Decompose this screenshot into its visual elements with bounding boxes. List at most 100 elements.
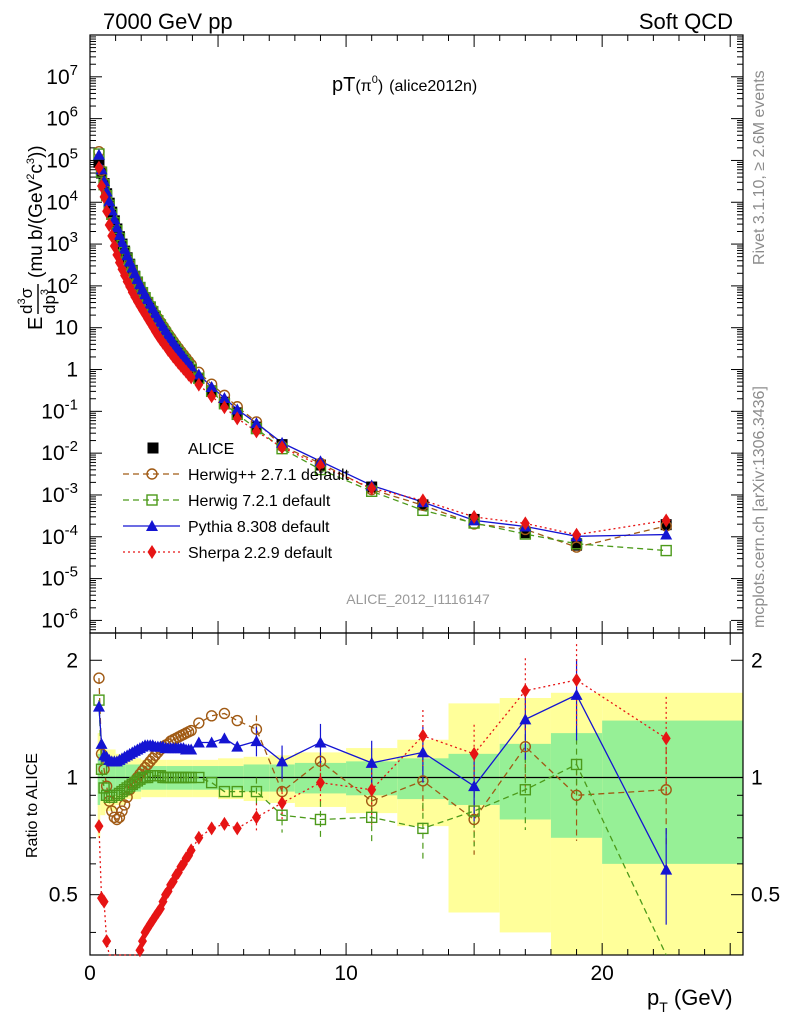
sherpa-ratio-point: [102, 934, 112, 949]
legend-sherpa-marker: [147, 545, 157, 559]
herwig-ratio-point: [314, 813, 327, 826]
ratio-stat-band: [100, 756, 106, 802]
herwig-ratio-point: [570, 758, 583, 771]
ratio-tick-label-right: 0.5: [751, 884, 780, 907]
sherpa-main-point: [104, 218, 114, 233]
sherpa-main-point: [194, 377, 204, 392]
y-tick-label: 10-2: [41, 438, 78, 465]
herwig-ratio-point: [276, 809, 288, 821]
pythia-main-point: [250, 417, 263, 429]
pythia-ratio-point: [416, 746, 429, 758]
legend-pythia-marker: [146, 520, 158, 531]
ratio-tick-label-right: 1: [751, 766, 763, 789]
sherpa-ratio-point: [232, 821, 242, 836]
sherpa-main-point: [186, 370, 196, 385]
pythia-ratio-point: [570, 688, 583, 700]
pythia-ratio-point: [250, 735, 263, 747]
sherpa-ratio-point: [418, 728, 428, 743]
legend-pythia-label: Pythia 8.308 default: [188, 519, 330, 536]
sherpa-main-point: [97, 178, 107, 193]
y-tick-label: 102: [46, 271, 78, 298]
pythia-ratio-point: [276, 755, 289, 767]
pythia-ratio-point: [660, 863, 673, 875]
ratio-stat-band: [105, 758, 116, 800]
herwig-ratio-point: [185, 771, 197, 784]
sherpa-main-point: [315, 458, 325, 473]
herwig-ratio-point: [113, 811, 126, 824]
pythia-main-point: [218, 392, 231, 404]
herwig-ratio-point: [193, 771, 205, 784]
main-plot-frame: [89, 34, 744, 634]
ratio-tick-label: 1: [66, 766, 78, 789]
pythia-ratio-point: [92, 700, 105, 712]
sherpa-main-point: [207, 389, 217, 404]
sherpa-main-point: [251, 424, 261, 439]
pythia-main-point: [92, 148, 105, 160]
ratio-stat-band: [602, 720, 743, 864]
herwig-ratio-point: [108, 811, 121, 824]
ratio-axis-title: Ratio to ALICE: [24, 753, 41, 858]
y-tick-label: 10-1: [41, 396, 78, 423]
sherpa-ratio-point: [315, 775, 325, 790]
pythia-ratio-point: [185, 743, 198, 755]
sherpa-main-point: [520, 516, 530, 531]
pythia-ratio-point: [95, 737, 108, 749]
sherpa-ratio-point: [277, 795, 287, 810]
y-tick-label: 1: [66, 359, 78, 382]
sherpa-main-point: [122, 274, 132, 289]
y-tick-label: 10-4: [41, 522, 78, 549]
herwig-ratio-point: [231, 714, 243, 727]
herwig-ratio-point: [250, 723, 263, 735]
herwig-ratio-point: [193, 717, 205, 729]
legend-herwig-marker: [146, 468, 158, 480]
herwig-ratio-point: [519, 740, 532, 753]
y-tick-label: 107: [46, 62, 78, 89]
process-label: Soft QCD: [639, 9, 733, 34]
pythia-ratio-point: [192, 736, 205, 748]
x-axis-title: pT (GeV): [647, 985, 733, 1015]
sherpa-ratio-point: [367, 782, 377, 797]
y-tick-label: 105: [46, 145, 78, 172]
sherpa-ratio-point: [520, 683, 530, 698]
sherpa-main-point: [572, 527, 582, 542]
herwig-ratio-point: [660, 784, 672, 796]
sherpa-ratio-point: [469, 746, 479, 761]
sherpa-main-point: [469, 509, 479, 524]
herwig-ratio-point: [100, 780, 113, 792]
herwig-ratio-point: [468, 805, 480, 817]
pythia-ratio-point: [314, 736, 327, 748]
pythia-ratio-point: [519, 713, 532, 725]
herwig-ratio-point: [417, 822, 429, 835]
svg-text:E: E: [25, 317, 47, 330]
y-tick-label: 104: [46, 187, 78, 214]
herwig-ratio-point: [95, 763, 108, 775]
sherpa-main-point: [107, 228, 117, 243]
svg-text:(mu b/(GeV2c3)): (mu b/(GeV2c3)): [25, 145, 47, 278]
pythia-ratio-point: [218, 732, 231, 744]
legend-herwig-label: Herwig 7.2.1 default: [188, 493, 331, 510]
sherpa-ratio-line: [98, 679, 667, 956]
herwig-ratio-point: [205, 776, 218, 789]
svg-text:dp3: dp3: [39, 289, 59, 314]
legend-herwig-marker: [146, 494, 158, 506]
x-tick-label: 10: [334, 962, 357, 985]
sherpa-ratio-point: [186, 843, 196, 858]
ratio-plot-frame: [89, 632, 744, 956]
pythia-main-point: [110, 221, 123, 233]
mcplots-label: mcplots.cern.ch [arXiv:1306.3436]: [751, 386, 768, 628]
pythia-ratio-point: [205, 736, 218, 748]
analysis-watermark: ALICE_2012_I1116147: [346, 591, 490, 607]
herwig-ratio-point: [93, 672, 105, 684]
sherpa-ratio-point: [99, 894, 109, 909]
sherpa-ratio-point: [207, 821, 217, 836]
sherpa-ratio-point: [194, 830, 204, 845]
pythia-ratio-point: [468, 780, 481, 792]
legend-alice-label: ALICE: [188, 441, 234, 458]
pythia-main-point: [192, 368, 205, 380]
pythia-main-point: [103, 195, 116, 207]
alice-data-point: [519, 527, 531, 539]
herwig-ratio-point: [468, 813, 480, 826]
sherpa-main-point: [277, 440, 287, 455]
herwig-ratio-point: [111, 813, 123, 826]
